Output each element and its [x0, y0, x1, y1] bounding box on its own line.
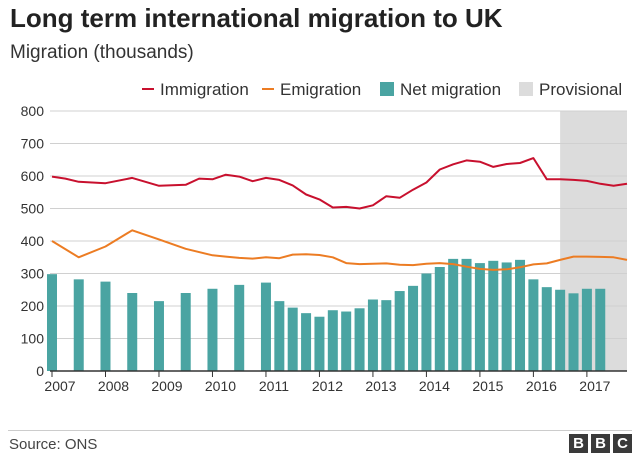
net-migration-bar — [73, 279, 84, 371]
y-tick-label: 700 — [21, 136, 45, 152]
net-migration-bar — [394, 291, 405, 371]
x-tick-label: 2008 — [98, 378, 129, 394]
net-migration-bar — [408, 285, 419, 371]
legend-swatch-box — [519, 82, 533, 96]
net-migration-bar — [274, 301, 285, 371]
net-migration-bar — [381, 300, 392, 371]
legend-label: Provisional — [539, 80, 622, 99]
legend: Immigration Emigration Net migration Provis… — [142, 80, 622, 99]
y-tick-label: 100 — [21, 331, 45, 347]
y-tick-label: 200 — [21, 298, 45, 314]
legend-label: Immigration — [160, 80, 249, 99]
net-migration-bar — [595, 288, 606, 371]
net-migration-bar — [448, 258, 459, 371]
chart-title: Long term international migration to UK — [10, 3, 503, 33]
net-migration-bar — [100, 281, 111, 371]
legend-label: Net migration — [400, 80, 501, 99]
bbc-logo: B B C — [569, 434, 632, 453]
net-migration-bar — [501, 262, 512, 371]
net-migration-bar — [234, 284, 245, 371]
y-tick-label: 600 — [21, 168, 45, 184]
net-migration-bar — [327, 310, 338, 371]
footer-divider — [8, 430, 632, 431]
axes: 0 100 200 300 400 500 600 700 800 2007 2008 2009 201… — [21, 103, 627, 394]
net-migration-bar — [474, 263, 485, 371]
net-migration-bar — [287, 307, 298, 371]
chart-subtitle: Migration (thousands) — [10, 42, 194, 63]
net-migration-bar — [314, 316, 325, 371]
net-migration-bar — [434, 267, 445, 371]
net-migration-bar — [488, 260, 499, 371]
migration-chart: Immigration Emigration Net migration Provis… — [21, 80, 628, 394]
x-tick-label: 2016 — [526, 378, 557, 394]
x-tick-label: 2013 — [365, 378, 396, 394]
y-tick-label: 500 — [21, 201, 45, 217]
net-migration-bar — [367, 299, 378, 371]
x-tick-label: 2007 — [44, 378, 75, 394]
x-tick-label: 2015 — [472, 378, 503, 394]
net-migration-bar — [354, 308, 365, 371]
x-tick-label: 2011 — [259, 378, 289, 394]
x-tick-label: 2010 — [205, 378, 236, 394]
gridlines — [50, 110, 627, 339]
net-migration-bar — [47, 274, 57, 371]
net-migration-bars — [47, 258, 606, 371]
bbc-logo-letter: C — [613, 434, 632, 453]
emigration-line — [51, 229, 628, 271]
x-tick-label: 2012 — [312, 378, 343, 394]
net-migration-bar — [260, 282, 271, 371]
net-migration-bar — [127, 293, 138, 371]
x-tick-label: 2017 — [579, 378, 610, 394]
net-migration-bar — [421, 273, 432, 371]
y-tick-label: 400 — [21, 233, 45, 249]
y-tick-label: 300 — [21, 266, 45, 282]
legend-label: Emigration — [280, 80, 361, 99]
source-note: Source: ONS — [9, 436, 98, 453]
immigration-line — [51, 157, 628, 210]
bbc-logo-letter: B — [569, 434, 588, 453]
net-migration-bar — [180, 293, 191, 371]
net-migration-bar — [207, 288, 218, 371]
net-migration-bar — [581, 288, 592, 371]
y-tick-label: 800 — [21, 103, 45, 119]
y-tick-label: 0 — [36, 363, 44, 379]
x-tick-label: 2009 — [151, 378, 182, 394]
bbc-logo-letter: B — [591, 434, 610, 453]
x-tick-label: 2014 — [419, 378, 450, 394]
net-migration-bar — [541, 287, 552, 371]
legend-swatch-box — [380, 82, 394, 96]
net-migration-bar — [153, 301, 164, 371]
net-migration-bar — [568, 293, 579, 371]
net-migration-bar — [341, 311, 352, 371]
net-migration-bar — [301, 313, 312, 371]
net-migration-bar — [528, 279, 539, 371]
net-migration-bar — [515, 259, 526, 371]
net-migration-bar — [555, 289, 566, 371]
net-migration-bar — [461, 258, 472, 371]
series-lines — [51, 157, 628, 271]
